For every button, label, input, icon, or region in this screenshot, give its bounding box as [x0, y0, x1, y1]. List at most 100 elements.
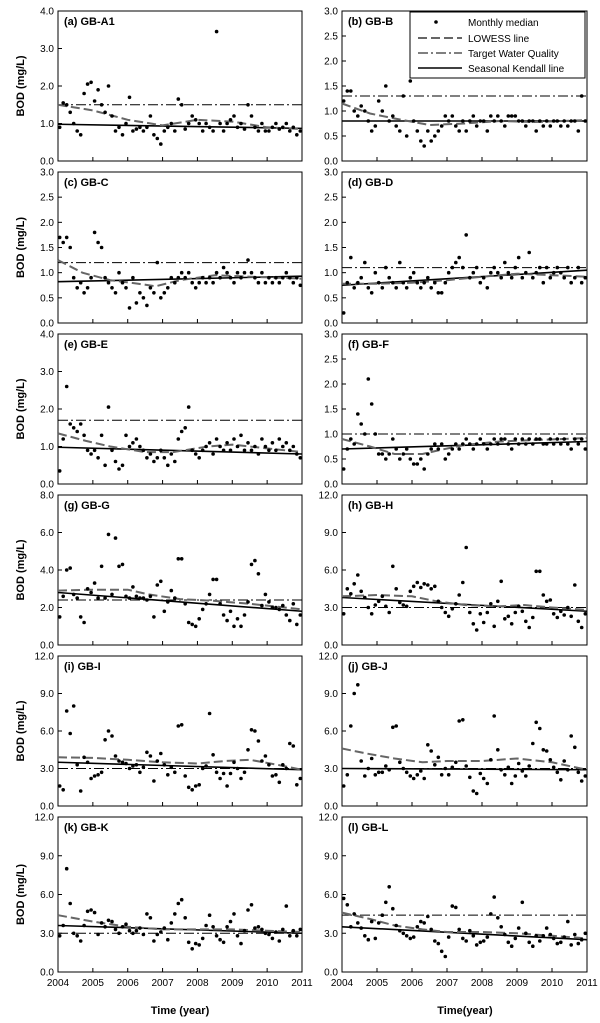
y-axis-label: BOD (mg/L): [15, 217, 27, 278]
x-tick-label: 2007: [151, 978, 174, 989]
monthly-median-point: [106, 84, 111, 88]
monthly-median-point: [239, 275, 243, 280]
monthly-median-point: [57, 235, 62, 240]
monthly-median-point: [92, 230, 97, 235]
monthly-median-point: [439, 442, 444, 446]
monthly-median-point: [509, 447, 514, 451]
monthly-median-point: [298, 129, 303, 133]
monthly-median-point: [225, 121, 229, 126]
monthly-median-point: [253, 444, 257, 449]
monthly-median-point: [239, 941, 243, 946]
plot-frame: [57, 171, 303, 324]
monthly-median-point: [541, 934, 546, 938]
monthly-median-point: [492, 714, 497, 718]
monthly-median-point: [569, 614, 573, 619]
monthly-median-point: [270, 605, 275, 610]
monthly-median-point: [538, 437, 542, 441]
y-tick-label: 9.0: [324, 851, 338, 862]
monthly-median-point: [249, 903, 254, 907]
monthly-median-point: [197, 280, 201, 285]
monthly-median-point: [583, 612, 588, 616]
monthly-median-point: [274, 275, 278, 280]
monthly-median-point: [446, 452, 451, 456]
monthly-median-point: [61, 923, 65, 928]
monthly-median-point: [141, 129, 146, 133]
monthly-median-point: [152, 133, 156, 137]
monthly-median-point: [99, 103, 104, 107]
monthly-median-point: [232, 437, 236, 441]
monthly-median-point: [506, 614, 511, 619]
monthly-median-point: [499, 925, 504, 929]
monthly-median-point: [277, 437, 282, 441]
monthly-median-point: [256, 129, 261, 133]
monthly-median-point: [193, 784, 198, 788]
monthly-median-point: [256, 739, 261, 743]
monthly-median-point: [75, 934, 79, 938]
monthly-median-point: [131, 275, 135, 280]
monthly-median-point: [461, 936, 465, 941]
monthly-median-point: [398, 760, 402, 765]
monthly-median-point: [492, 437, 497, 441]
panel-title: (a) GB-A1: [64, 16, 115, 28]
monthly-median-point: [173, 770, 177, 775]
monthly-median-point: [373, 270, 378, 275]
monthly-median-point: [218, 121, 222, 126]
monthly-median-point: [506, 765, 511, 770]
monthly-median-point: [169, 275, 174, 280]
monthly-median-point: [64, 103, 69, 107]
monthly-median-point: [120, 562, 125, 567]
monthly-median-point: [218, 444, 222, 449]
monthly-median-point: [242, 770, 247, 775]
monthly-median-point: [193, 286, 198, 290]
monthly-median-point: [538, 265, 542, 270]
monthly-median-point: [190, 788, 194, 792]
monthly-median-point: [274, 121, 278, 126]
monthly-median-point: [349, 724, 353, 728]
monthly-median-point: [352, 912, 357, 916]
monthly-median-point: [190, 622, 194, 627]
monthly-median-point: [218, 602, 222, 606]
monthly-median-point: [291, 928, 296, 933]
monthly-median-point: [401, 452, 406, 456]
monthly-median-point: [489, 114, 493, 118]
monthly-median-point: [541, 748, 546, 752]
monthly-median-point: [562, 759, 566, 763]
monthly-median-point: [162, 129, 167, 133]
legend: Monthly median LOWESS line Target Water Qu…: [409, 11, 586, 79]
monthly-median-point: [145, 750, 149, 755]
monthly-median-point: [366, 377, 371, 381]
monthly-median-point: [474, 265, 479, 270]
monthly-median-point: [176, 275, 181, 280]
monthly-median-point: [85, 286, 90, 290]
monthly-median-point: [96, 456, 100, 460]
monthly-median-point: [436, 129, 441, 133]
monthly-median-point: [436, 941, 441, 946]
monthly-median-point: [113, 754, 118, 758]
chart-panel-7: 0.0 2.0 4.0 6.0 8.0 (g) GB-G BOD (mg/L): [15, 491, 303, 652]
monthly-median-point: [366, 605, 371, 610]
monthly-median-point: [499, 275, 504, 280]
y-tick-label: 2.5: [40, 193, 54, 204]
monthly-median-point: [366, 286, 371, 290]
monthly-median-point: [369, 291, 374, 295]
monthly-median-point: [249, 270, 254, 275]
y-tick-label: 4.0: [40, 7, 54, 18]
monthly-median-point: [207, 275, 212, 280]
monthly-median-point: [464, 764, 469, 768]
monthly-median-point: [352, 109, 357, 113]
monthly-median-point: [78, 939, 83, 943]
monthly-median-point: [489, 912, 493, 916]
monthly-median-point: [214, 770, 219, 775]
monthly-median-point: [75, 429, 79, 434]
monthly-median-point: [274, 448, 278, 453]
monthly-median-point: [566, 124, 570, 128]
monthly-median-point: [211, 577, 215, 582]
monthly-median-point: [211, 129, 215, 133]
monthly-median-point: [450, 447, 455, 451]
monthly-median-point: [544, 265, 549, 270]
monthly-median-point: [485, 447, 490, 451]
monthly-median-point: [391, 280, 395, 285]
monthly-median-point: [496, 748, 500, 752]
monthly-median-point: [249, 562, 254, 567]
monthly-median-point: [433, 134, 437, 138]
